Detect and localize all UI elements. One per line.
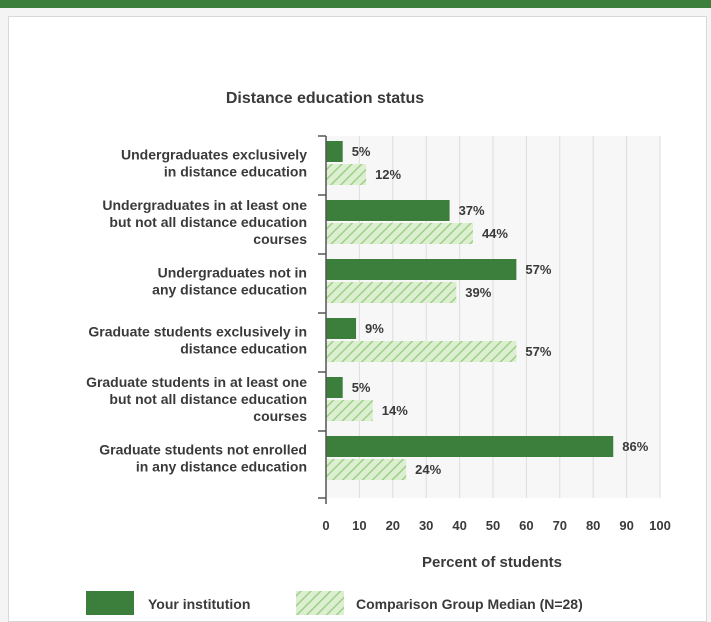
x-tick-label: 80 xyxy=(586,518,600,533)
data-label: 86% xyxy=(622,439,648,454)
category-label: Undergraduates exclusively xyxy=(121,147,307,163)
category-label: courses xyxy=(253,231,307,247)
data-label: 57% xyxy=(525,344,551,359)
category-label: in distance education xyxy=(164,164,307,180)
legend-label-your-institution: Your institution xyxy=(148,596,250,612)
x-axis-title: Percent of students xyxy=(422,554,562,571)
x-tick-label: 100 xyxy=(649,518,671,533)
bar-your-institution xyxy=(326,200,450,221)
category-label: Graduate students exclusively in xyxy=(88,324,307,340)
category-label: but not all distance education xyxy=(109,391,307,407)
legend-swatch-your-institution xyxy=(86,591,134,615)
category-label: in any distance education xyxy=(136,459,307,475)
data-label: 37% xyxy=(459,203,485,218)
legend: Your institution Comparison Group Median… xyxy=(86,591,583,615)
top-accent-bar xyxy=(0,0,711,8)
category-label: Undergraduates in at least one xyxy=(102,197,307,213)
data-label: 12% xyxy=(375,167,401,182)
x-tick-label: 60 xyxy=(519,518,533,533)
x-tick-label: 70 xyxy=(553,518,567,533)
bar-comparison-group xyxy=(326,459,407,480)
category-label: but not all distance education xyxy=(109,214,307,230)
x-tick-label: 50 xyxy=(486,518,500,533)
bar-your-institution xyxy=(326,259,517,280)
data-label: 57% xyxy=(525,262,551,277)
bar-comparison-group xyxy=(326,282,457,303)
x-tick-label: 90 xyxy=(619,518,633,533)
data-label: 9% xyxy=(365,321,384,336)
x-tick-label: 0 xyxy=(322,518,329,533)
bar-comparison-group xyxy=(326,223,473,244)
legend-label-comparison-group: Comparison Group Median (N=28) xyxy=(356,596,583,612)
bar-comparison-group xyxy=(326,341,517,362)
x-tick-label: 40 xyxy=(452,518,466,533)
chart-title: Distance education status xyxy=(226,90,424,107)
x-tick-label: 20 xyxy=(386,518,400,533)
bar-your-institution xyxy=(326,318,357,339)
x-tick-label: 30 xyxy=(419,518,433,533)
data-label: 24% xyxy=(415,462,441,477)
category-label: courses xyxy=(253,408,307,424)
data-label: 39% xyxy=(465,285,491,300)
bar-your-institution xyxy=(326,436,614,457)
data-label: 14% xyxy=(382,403,408,418)
bar-your-institution xyxy=(326,141,343,162)
category-label: distance education xyxy=(180,341,307,357)
data-label: 5% xyxy=(352,380,371,395)
bar-comparison-group xyxy=(326,164,367,185)
category-label: Graduate students in at least one xyxy=(86,374,307,390)
bar-your-institution xyxy=(326,377,343,398)
category-label: Undergraduates not in xyxy=(158,265,307,281)
legend-swatch-comparison-group xyxy=(296,591,344,615)
data-label: 44% xyxy=(482,226,508,241)
x-tick-label: 10 xyxy=(352,518,366,533)
category-label: any distance education xyxy=(152,282,307,298)
data-label: 5% xyxy=(352,144,371,159)
bar-comparison-group xyxy=(326,400,373,421)
category-label: Graduate students not enrolled xyxy=(99,442,307,458)
